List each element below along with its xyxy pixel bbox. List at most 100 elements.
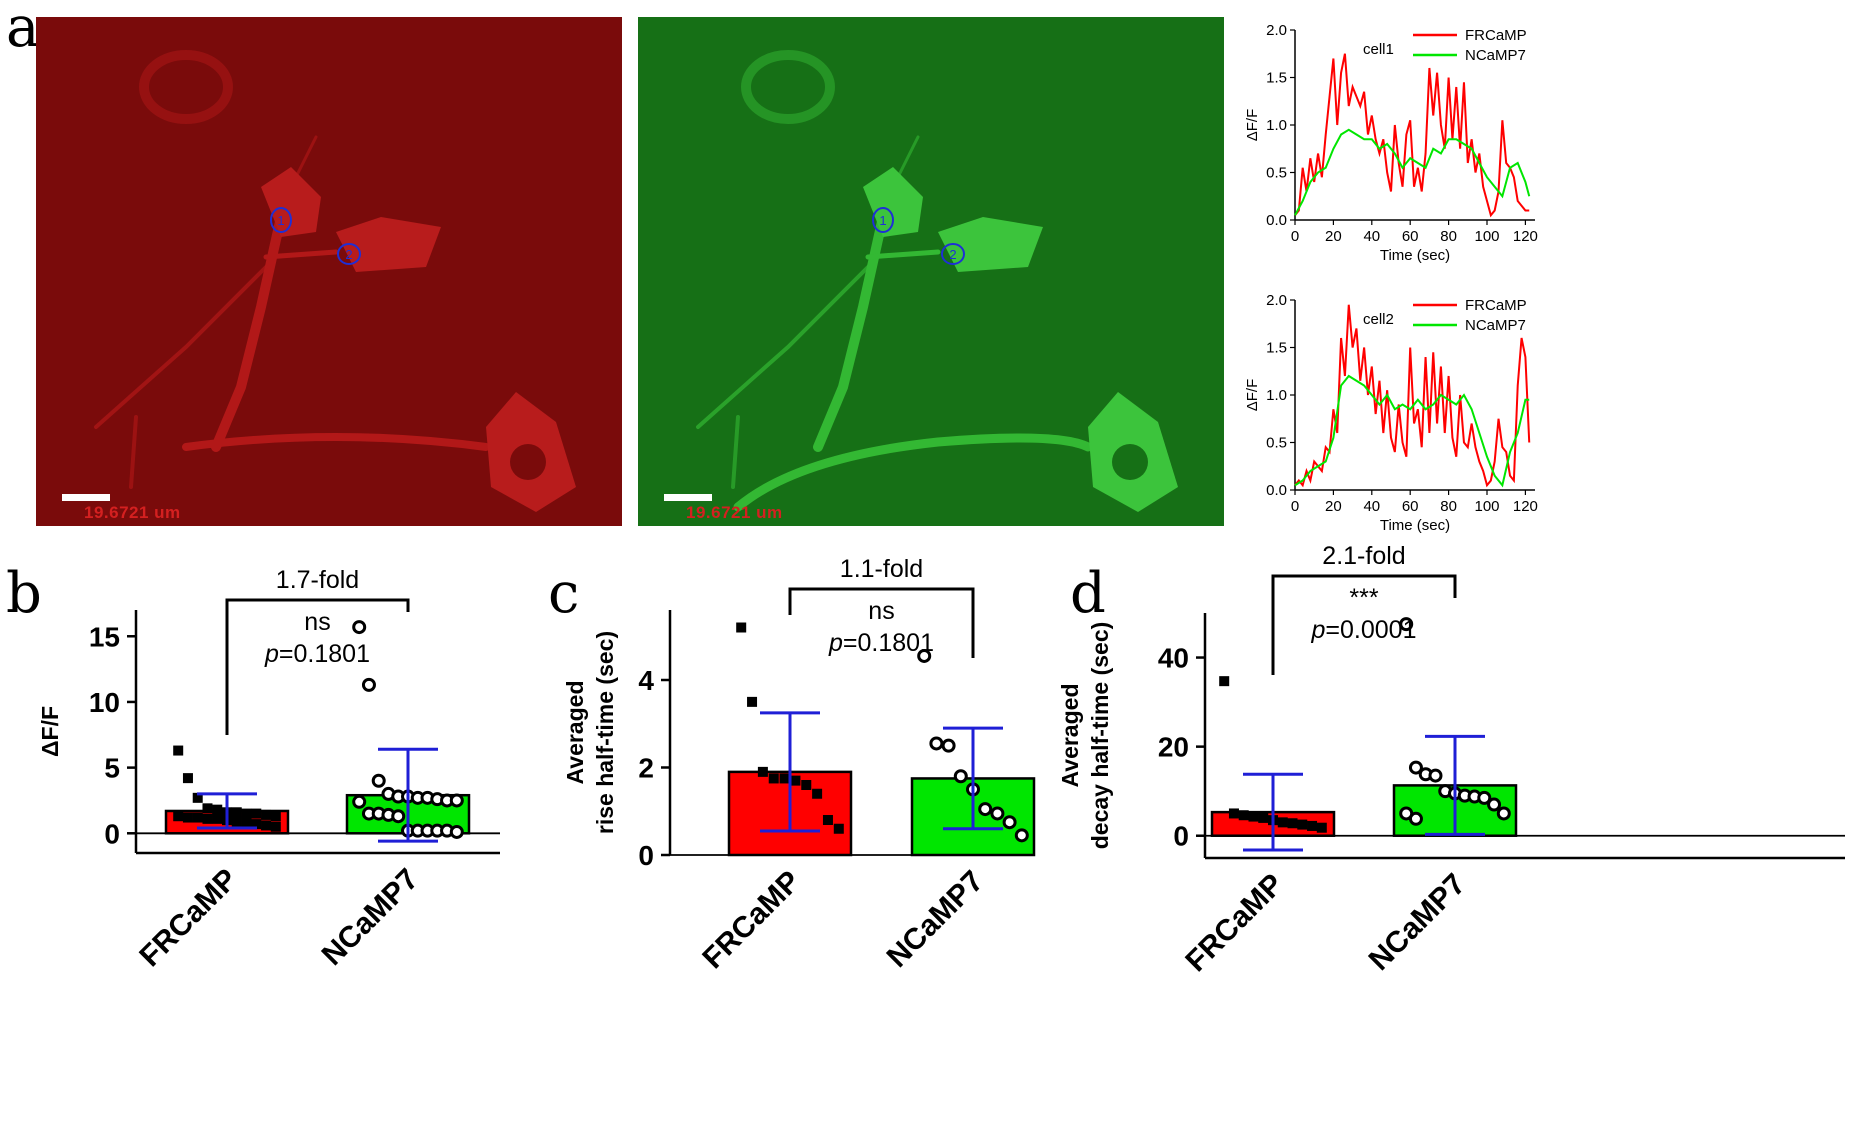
cell-annotation: cell1 (1363, 41, 1394, 58)
roi-2-green-label: 2 (949, 247, 956, 262)
data-point-NCaMP7 (978, 802, 993, 817)
y-tick-label: 40 (1158, 643, 1189, 674)
micrograph-green: 1 2 19.6721 um (638, 17, 1224, 526)
data-point-NCaMP7 (941, 738, 956, 753)
data-point-FRCaMP (747, 696, 758, 707)
y-tick-label: 0.5 (1266, 165, 1287, 182)
data-point-FRCaMP (1277, 817, 1288, 828)
data-point-NCaMP7 (449, 824, 464, 839)
p-value-label: p=0.1801 (828, 629, 934, 657)
cell-annotation: cell2 (1363, 311, 1394, 328)
fold-change-label: 1.7-fold (276, 566, 359, 594)
data-point-NCaMP7 (391, 809, 406, 824)
data-point-FRCaMP (833, 823, 844, 834)
x-tick-label: 40 (1363, 498, 1380, 515)
y-tick-label: 0.0 (1266, 482, 1287, 499)
data-point-FRCaMP (231, 816, 242, 827)
category-label-FRCaMP: FRCaMP (133, 863, 244, 974)
category-label-FRCaMP: FRCaMP (696, 865, 807, 976)
data-point-FRCaMP (768, 773, 779, 784)
x-tick-label: 120 (1513, 228, 1538, 245)
y-tick-label: 1.5 (1266, 70, 1287, 87)
roi-2-red (337, 243, 361, 265)
data-point-FRCaMP (192, 812, 203, 823)
x-tick-label: 80 (1440, 498, 1457, 515)
x-tick-label: 20 (1325, 228, 1342, 245)
data-point-FRCaMP (212, 813, 223, 824)
p-symbol: p (1311, 616, 1326, 644)
panel-label-a: a (6, 0, 40, 60)
data-point-FRCaMP (1219, 676, 1230, 687)
bar-chart-d: 0 20 40 Averaged decay half-time (sec) FRCaMP… (1057, 542, 1845, 979)
data-point-FRCaMP (790, 775, 801, 786)
data-point-FRCaMP (1248, 811, 1259, 822)
data-point-FRCaMP (192, 792, 203, 803)
y-tick-label: 0 (104, 818, 120, 849)
x-tick-label: 80 (1440, 228, 1457, 245)
x-tick-label: 100 (1474, 228, 1499, 245)
legend-label-NCaMP7: NCaMP7 (1465, 47, 1526, 64)
x-tick-label: 60 (1402, 498, 1419, 515)
category-label-FRCaMP: FRCaMP (1179, 868, 1290, 979)
data-point-FRCaMP (261, 820, 272, 831)
y-tick-label: 0 (638, 840, 654, 871)
scale-text-red: 19.6721 um (84, 503, 181, 522)
data-point-FRCaMP (270, 821, 281, 832)
roi-1-green-label: 1 (879, 213, 886, 228)
y-axis-label: ΔF/F (1244, 379, 1261, 412)
category-label-NCaMP7: NCaMP7 (316, 863, 425, 972)
data-point-FRCaMP (1228, 808, 1239, 819)
significance-bracket (788, 587, 975, 658)
panel-label-d: d (1070, 561, 1106, 626)
series-NCaMP7-line (1294, 128, 1531, 216)
data-point-NCaMP7 (1399, 617, 1414, 632)
series-FRCaMP-line (1294, 304, 1531, 488)
data-point-FRCaMP (757, 766, 768, 777)
p-symbol: p (264, 640, 279, 668)
significance-label: ns (868, 597, 894, 625)
data-point-NCaMP7 (352, 794, 367, 809)
line-chart-cell1: 0.0 0.5 1.0 1.5 2.0 0 20 40 60 80 100 120 Time (sec)… (1244, 22, 1538, 264)
scale-text-green: 19.6721 um (686, 503, 783, 522)
y-tick-label: 0.5 (1266, 435, 1287, 452)
data-point-FRCaMP (173, 811, 184, 822)
panel-label-c: c (548, 561, 580, 626)
data-point-FRCaMP (801, 780, 812, 790)
data-point-NCaMP7 (371, 773, 386, 788)
data-point-FRCaMP (241, 808, 252, 819)
panel-label-b: b (6, 561, 42, 626)
y-axis-label: rise half-time (sec) (592, 631, 618, 834)
scale-bar-red (62, 494, 110, 501)
y-tick-label: 2.0 (1266, 292, 1287, 309)
data-point-FRCaMP (270, 811, 281, 822)
y-tick-label: 1.0 (1266, 387, 1287, 404)
data-point-FRCaMP (736, 622, 747, 633)
bar-chart-c: 0 2 4 Averaged rise half-time (sec) FRCaMP NCa… (562, 555, 1036, 976)
roi-1-green (872, 207, 894, 233)
y-axis-label: Averaged (562, 681, 588, 785)
p-value: =0.0001 (1325, 616, 1416, 644)
y-tick-label: 2 (638, 753, 654, 784)
fold-change-label: 1.1-fold (840, 555, 923, 583)
x-tick-label: 120 (1513, 498, 1538, 515)
significance-bracket (1271, 574, 1457, 675)
roi-1-red-label: 1 (277, 213, 284, 228)
data-point-FRCaMP (241, 817, 252, 828)
y-tick-label: 1.5 (1266, 340, 1287, 357)
data-point-NCaMP7 (990, 806, 1005, 821)
data-point-FRCaMP (251, 808, 262, 819)
data-point-NCaMP7 (953, 769, 968, 784)
y-tick-label: 20 (1158, 732, 1189, 763)
data-point-FRCaMP (1307, 820, 1318, 831)
y-axis-label: Averaged (1057, 684, 1083, 788)
significance-bracket (225, 598, 410, 735)
y-tick-label: 1.0 (1266, 117, 1287, 134)
y-tick-label: 2.0 (1266, 22, 1287, 39)
data-point-NCaMP7 (1002, 815, 1017, 830)
y-tick-label: 0 (1173, 821, 1189, 852)
legend-label-NCaMP7: NCaMP7 (1465, 317, 1526, 334)
data-point-NCaMP7 (1477, 790, 1492, 805)
y-tick-label: 0.0 (1266, 212, 1287, 229)
data-point-FRCaMP (202, 803, 213, 814)
y-tick-label: 10 (89, 687, 120, 718)
